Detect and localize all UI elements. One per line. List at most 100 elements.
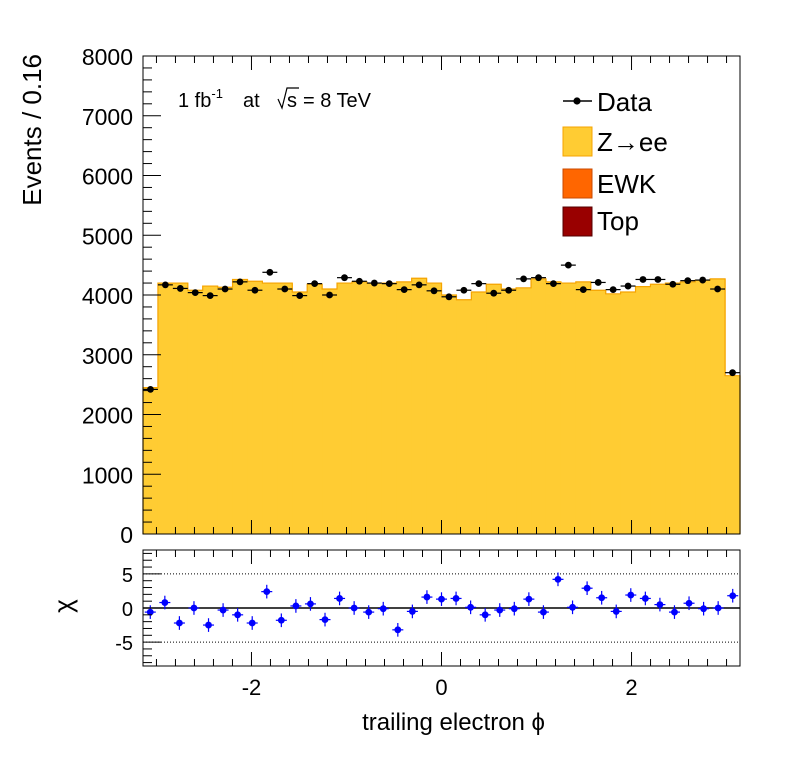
data-point: [725, 369, 740, 377]
data-point-marker: [714, 285, 722, 293]
chi-point-marker: [190, 604, 198, 612]
data-point: [545, 280, 561, 288]
zee-outline: [142, 277, 741, 534]
data-point-marker: [460, 286, 468, 294]
data-point: [575, 286, 591, 294]
ratio-x-axis: -2 0 2: [155, 550, 728, 700]
legend-data-marker: [573, 97, 581, 105]
data-point-marker: [206, 292, 214, 299]
data-point: [277, 285, 293, 293]
chi-point: [654, 597, 666, 612]
chi-point-marker: [729, 592, 737, 600]
zee-bar: [620, 292, 637, 534]
zee-bar: [710, 278, 726, 534]
data-point: [456, 286, 472, 294]
data-point: [650, 276, 666, 283]
legend-zee-label: Z→ee: [597, 127, 668, 157]
chi-point-marker: [423, 593, 431, 601]
data-point: [680, 277, 696, 285]
chi-point: [639, 591, 651, 606]
data-point: [560, 261, 576, 269]
chi-point-marker: [685, 599, 693, 607]
main-y-tick-label: 4000: [82, 283, 133, 309]
data-point: [441, 293, 457, 301]
chi-point-marker: [438, 595, 445, 603]
sqrt-s: s: [287, 90, 297, 112]
data-point: [710, 285, 726, 293]
chi-point: [290, 599, 302, 613]
chi-point: [712, 601, 724, 615]
chi-point: [537, 605, 549, 619]
chi-point-marker: [292, 602, 300, 610]
chi-point-marker: [336, 595, 343, 602]
ratio-y-tick-label: -5: [115, 633, 133, 655]
data-point-marker: [624, 282, 632, 290]
chi-point-marker: [277, 616, 285, 624]
data-point: [381, 280, 397, 288]
zee-bar: [411, 278, 428, 534]
data-points: [143, 261, 740, 393]
chi-point: [159, 595, 171, 610]
ratio-x-tick-label: 0: [435, 675, 447, 700]
chi-point: [465, 600, 477, 615]
data-point-marker: [729, 369, 736, 377]
chi-point: [567, 600, 579, 615]
legend-top-label: Top: [597, 206, 639, 236]
svg-text:1 fb-1: 1 fb-1: [178, 86, 223, 112]
chi-point-marker: [569, 603, 576, 611]
data-point: [143, 386, 158, 393]
data-point: [202, 292, 218, 299]
legend: Data Z→ee EWK Top: [562, 87, 668, 237]
chi-point: [421, 590, 433, 604]
data-point-marker: [326, 291, 333, 299]
zee-bar: [590, 290, 607, 534]
chi-point-marker: [394, 626, 402, 634]
data-point-marker: [281, 285, 289, 293]
chi-point: [625, 588, 637, 602]
data-point: [590, 279, 606, 286]
data-point: [471, 280, 487, 288]
ratio-y-tick-label: 0: [122, 599, 133, 621]
legend-zee-swatch: [562, 126, 593, 157]
data-point-marker: [147, 386, 154, 393]
chi-point-marker: [176, 619, 183, 627]
chi-point: [188, 601, 200, 615]
data-point-marker: [654, 276, 662, 283]
main-y-axis: 0 1000 2000 3000 4000 5000 6000 7000 8000: [82, 44, 161, 548]
chi-point: [377, 601, 389, 616]
zee-bar: [456, 299, 472, 534]
zee-bar: [366, 283, 383, 534]
data-point: [396, 286, 412, 294]
legend-ewk-swatch: [562, 168, 593, 199]
chi-point: [683, 596, 695, 611]
zee-bar: [381, 283, 398, 534]
data-point-marker: [609, 286, 617, 294]
ratio-panel: -5 0 5 -2 0 2 χ trailing electron ϕ: [48, 549, 741, 736]
data-point: [605, 286, 621, 294]
main-y-tick-label: 7000: [82, 104, 133, 130]
zee-bar: [202, 286, 219, 534]
chi-point-marker: [452, 595, 460, 602]
energy-value: = 8 TeV: [303, 90, 372, 112]
zee-bar: [695, 280, 711, 534]
chi-point: [581, 581, 593, 596]
data-point-marker: [684, 277, 692, 285]
zee-bar: [605, 293, 622, 534]
data-point-marker: [356, 277, 363, 285]
chi-point-marker: [219, 606, 227, 614]
chi-point-marker: [714, 604, 722, 612]
chi-point: [144, 605, 156, 619]
data-point: [292, 292, 308, 299]
zee-bar: [262, 283, 278, 534]
data-point-marker: [579, 286, 587, 294]
chi-point: [668, 605, 680, 619]
data-point-marker: [251, 286, 259, 294]
chi-point-marker: [321, 616, 329, 623]
chi-point-marker: [205, 621, 212, 629]
zee-bar: [516, 287, 532, 534]
lumi-value: 1 fb: [178, 90, 211, 112]
chi-point-marker: [525, 595, 533, 603]
data-point-marker: [475, 280, 483, 288]
ratio-y-axis: -5 0 5: [115, 552, 161, 664]
data-point: [366, 279, 382, 287]
